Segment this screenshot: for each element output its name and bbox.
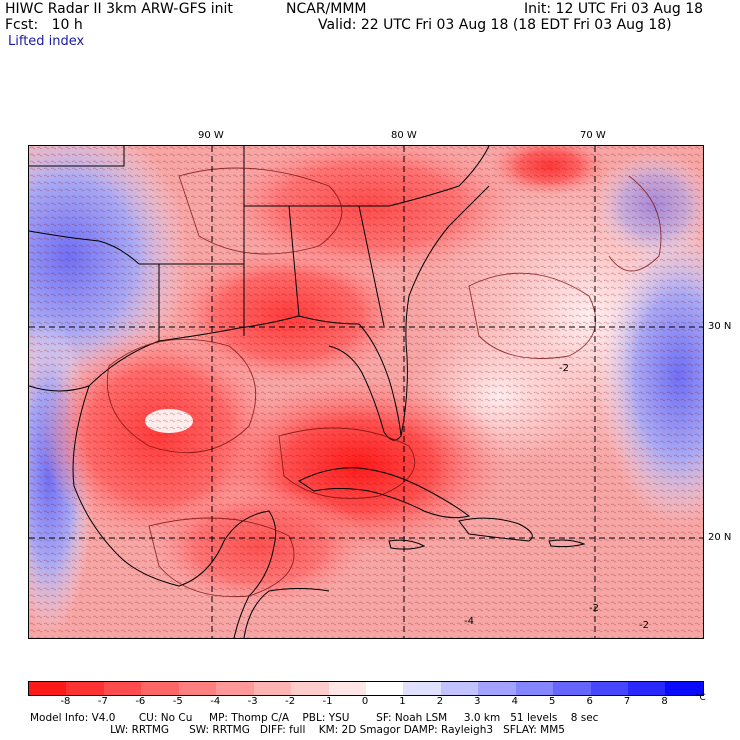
contour-southeast xyxy=(178,167,343,255)
contour-western-gulf xyxy=(106,338,257,454)
colorbar-segment xyxy=(66,682,104,695)
border-texas-north xyxy=(29,146,125,167)
coast-hispaniola xyxy=(458,517,533,542)
model-info-line1: Model Info: V4.0 CU: No Cu MP: Thomp C/A… xyxy=(30,712,599,724)
org-label: NCAR/MMM xyxy=(286,1,367,17)
colorbar-segment xyxy=(628,682,666,695)
colorbar-tick-label: 3 xyxy=(474,696,481,707)
contour-label: -2 xyxy=(559,363,569,374)
model-info-line2: LW: RRTMG SW: RRTMG DIFF: full KM: 2D Sm… xyxy=(30,724,565,736)
colorbar-tick-label: 6 xyxy=(586,696,593,707)
colorbar xyxy=(28,681,704,696)
colorbar-tick-label: -2 xyxy=(285,696,296,707)
contour-caribbean xyxy=(278,427,416,499)
graticule xyxy=(29,146,703,638)
contour-central-america xyxy=(148,517,295,598)
contour-texture xyxy=(29,146,703,638)
map-canvas: -2 -2 -4 -2 xyxy=(29,146,703,638)
colorbar-segment xyxy=(291,682,329,695)
coast-florida-east xyxy=(400,185,490,437)
coast-honduras xyxy=(243,588,330,638)
colorbar-tick-label: -1 xyxy=(322,696,333,707)
colorbar-tick-label: 5 xyxy=(549,696,556,707)
colorbar-segment xyxy=(216,682,254,695)
colorbar-segment xyxy=(515,682,554,695)
coast-cuba xyxy=(298,467,471,519)
colorbar-segment xyxy=(590,682,628,695)
colorbar-segment xyxy=(328,682,366,695)
colorbar-tick-label: 0 xyxy=(361,696,369,707)
valid-time: Valid: 22 UTC Fri 03 Aug 18 (18 EDT Fri … xyxy=(318,17,672,33)
contour-label: -2 xyxy=(639,620,649,631)
colorbar-tick-label: 1 xyxy=(399,696,406,707)
colorbar-tick-label: -8 xyxy=(60,696,71,707)
colorbar-segment xyxy=(665,682,703,695)
colorbar-segment xyxy=(478,682,516,695)
colorbar-segment xyxy=(178,682,217,695)
field-name: Lifted index xyxy=(8,34,85,49)
colorbar-segment xyxy=(365,682,404,695)
colorbar-tick-label: 2 xyxy=(436,696,444,707)
colorbar-tick-label: -4 xyxy=(210,696,221,707)
forecast-hour: Fcst: 10 h xyxy=(5,17,83,33)
coast-puerto-rico xyxy=(548,539,586,548)
colorbar-tick-label: 8 xyxy=(661,696,668,707)
lifted-index-map: -2 -2 -4 -2 xyxy=(28,145,704,639)
colorbar-segment xyxy=(440,682,479,695)
colorbar-segment xyxy=(553,682,591,695)
contour-label: -2 xyxy=(589,603,599,614)
colorbar-tick-label: 7 xyxy=(623,696,631,707)
colorbar-segment xyxy=(253,682,292,695)
colorbar-unit: °C xyxy=(695,693,706,703)
colorbar-segment xyxy=(29,682,67,695)
colorbar-segment xyxy=(403,682,441,695)
coast-gulf xyxy=(88,315,402,441)
contour-label: -4 xyxy=(464,616,474,627)
colorbar-tick-label: -5 xyxy=(172,696,183,707)
colorbar-tick-label: -3 xyxy=(247,696,258,707)
coast-jamaica xyxy=(388,539,426,550)
colorbar-segment xyxy=(103,682,142,695)
border-alabama xyxy=(288,205,300,317)
model-title: HIWC Radar II 3km ARW-GFS init xyxy=(5,1,233,17)
init-time: Init: 12 UTC Fri 03 Aug 18 xyxy=(524,1,704,17)
lon-label-70w: 70 W xyxy=(580,130,606,141)
coast-mexico-yucatan xyxy=(29,385,277,638)
colorbar-tick-label: 4 xyxy=(511,696,518,707)
colorbar-segment xyxy=(141,682,179,695)
lat-label-20n: 20 N xyxy=(708,532,732,543)
coastlines xyxy=(29,146,586,638)
colorbar-tick-label: -6 xyxy=(135,696,146,707)
lon-label-80w: 80 W xyxy=(391,130,417,141)
contour-northeast xyxy=(608,175,662,272)
colorbar-tick-label: -7 xyxy=(97,696,108,707)
lat-label-30n: 30 N xyxy=(708,321,732,332)
coast-carolinas xyxy=(388,146,490,207)
border-georgia xyxy=(358,205,385,327)
border-red-river xyxy=(29,230,140,265)
lon-label-90w: 90 W xyxy=(198,130,224,141)
